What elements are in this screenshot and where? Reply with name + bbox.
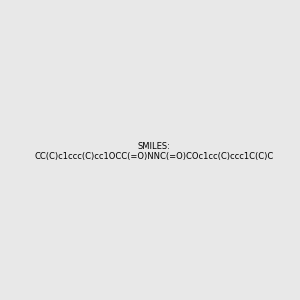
Text: SMILES:
CC(C)c1ccc(C)cc1OCC(=O)NNC(=O)COc1cc(C)ccc1C(C)C: SMILES: CC(C)c1ccc(C)cc1OCC(=O)NNC(=O)CO… (34, 142, 273, 161)
